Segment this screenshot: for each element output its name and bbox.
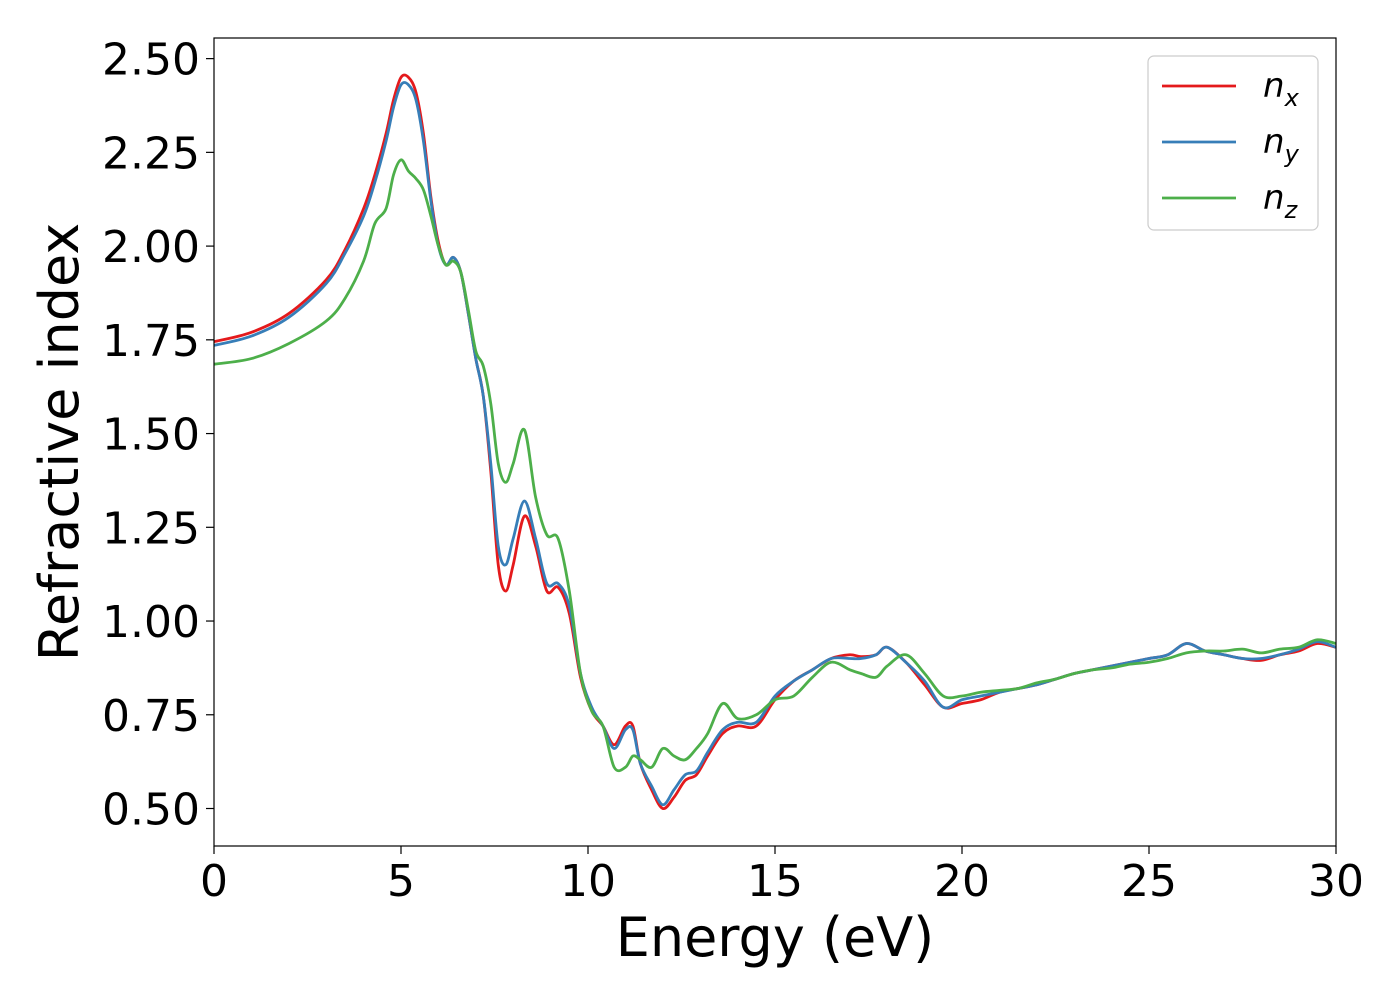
legend-label: nz: [1263, 178, 1299, 224]
y-tick-label: 2.00: [102, 222, 200, 273]
x-tick-label: 30: [1308, 856, 1364, 907]
y-axis: 0.50 0.75 1.00 1.25 1.50 1.75 2.00 2.25 2.50: [102, 35, 214, 836]
legend-label: ny: [1263, 122, 1300, 168]
y-tick-label: 2.50: [102, 35, 200, 86]
y-tick-label: 0.75: [102, 691, 200, 742]
x-tick-label: 0: [200, 856, 228, 907]
x-tick-label: 10: [560, 856, 616, 907]
legend-item-z: nz: [1162, 178, 1299, 224]
legend: nx ny nz: [1147, 55, 1319, 231]
x-tick-label: 15: [747, 856, 803, 907]
y-tick-label: 1.00: [102, 597, 200, 648]
y-axis-label: Refractive index: [28, 223, 91, 662]
x-tick-label: 5: [387, 856, 415, 907]
series-line-z: [214, 158, 1336, 773]
x-tick-label: 25: [1121, 856, 1177, 907]
x-axis-label: Energy (eV): [616, 906, 935, 969]
y-tick-label: 1.50: [102, 410, 200, 461]
legend-label: nx: [1263, 66, 1300, 112]
y-tick-label: 1.25: [102, 503, 200, 554]
x-axis: 0 5 10 15 20 25 30: [200, 846, 1364, 907]
y-tick-label: 0.50: [102, 785, 200, 836]
legend-item-y: ny: [1162, 122, 1300, 168]
y-tick-label: 1.75: [102, 316, 200, 367]
y-tick-label: 2.25: [102, 128, 200, 179]
x-tick-label: 20: [934, 856, 990, 907]
legend-item-x: nx: [1162, 66, 1300, 112]
series-layer: [214, 73, 1336, 810]
